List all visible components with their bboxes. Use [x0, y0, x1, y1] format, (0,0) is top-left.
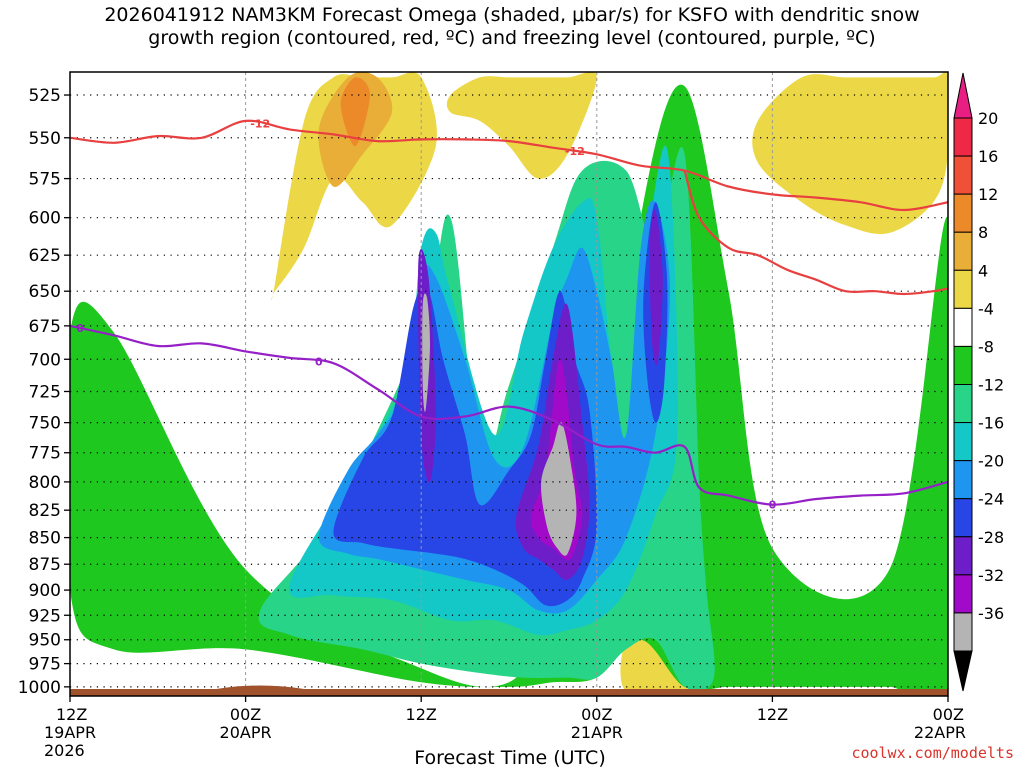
- plot-frame: [69, 71, 949, 697]
- y-tick-label-850: 850: [29, 529, 61, 549]
- x-date-label-0: 19APR: [44, 723, 96, 742]
- colorbar-box-9: [953, 460, 973, 500]
- colorbar-box-8: [953, 422, 973, 462]
- colorbar-box-12: [953, 574, 973, 614]
- colorbar-box-3: [953, 231, 973, 271]
- credit-text: coolwx.com/modelts: [851, 744, 1014, 762]
- x-year-label-0: 2026: [44, 741, 85, 760]
- y-tick-label-900: 900: [29, 581, 61, 601]
- contour-label-3: 0: [315, 355, 323, 368]
- y-tick-label-1000: 1000: [18, 678, 61, 698]
- omega-negative-region-0: [70, 84, 948, 696]
- colorbar-box-11: [953, 536, 973, 576]
- chart-title: 2026041912 NAM3KM Forecast Omega (shaded…: [0, 4, 1024, 50]
- x-axis-label: Forecast Time (UTC): [414, 747, 605, 768]
- colorbar-arrow-bottom: [953, 650, 973, 692]
- axes: 525 550 575 600 625 650 675 700 725 750 775 800 825 8…: [18, 71, 966, 760]
- y-tick-label-975: 975: [29, 655, 61, 675]
- y-tick-label-925: 925: [29, 606, 61, 626]
- y-tick-label-575: 575: [29, 170, 61, 190]
- dendritic-contour-1: [683, 170, 948, 296]
- contours: -12 -12 0 0 0: [70, 118, 948, 512]
- y-tick-label-875: 875: [29, 555, 61, 575]
- freezing-contour-2: [70, 324, 948, 506]
- chart-title-line-2: growth region (contoured, red, ºC) and f…: [148, 27, 876, 49]
- y-tick-label-600: 600: [29, 209, 61, 229]
- colorbar-label-5: -4: [978, 299, 994, 318]
- x-tick-label-24: 12Z: [406, 705, 437, 724]
- colorbar-box-5: [953, 307, 973, 347]
- colorbar-box-2: [953, 193, 973, 233]
- ground-bump: [216, 685, 305, 689]
- colorbar-label-10: -24: [978, 490, 1004, 509]
- contour-label-4: 0: [769, 499, 777, 512]
- omega-shading: [70, 72, 948, 696]
- colorbar-label-2: 12: [978, 185, 998, 204]
- colorbar-label-13: -36: [978, 604, 1004, 623]
- colorbar-box-10: [953, 498, 973, 538]
- contour-label-1: -12: [565, 145, 585, 158]
- omega-negative-region-10: [541, 422, 577, 556]
- x-tick-label-0: 12Z: [56, 705, 87, 724]
- colorbar-box-13: [953, 612, 973, 652]
- omega-negative-region-8: [649, 209, 663, 366]
- y-tick-label-675: 675: [29, 317, 61, 337]
- colorbar-box-7: [953, 384, 973, 424]
- y-tick-label-550: 550: [29, 129, 61, 149]
- colorbar-label-12: -32: [978, 566, 1004, 585]
- y-tick-label-700: 700: [29, 350, 61, 370]
- colorbar-box-0: [953, 117, 973, 157]
- colorbar: 20 16 12 8 4 -4 -8 -12 -16 -20 -24 -28 -32 -36: [953, 72, 1004, 692]
- x-tick-label-60: 00Z: [933, 705, 964, 724]
- y-tick-label-950: 950: [29, 631, 61, 651]
- y-tick-label-625: 625: [29, 246, 61, 266]
- colorbar-label-11: -28: [978, 528, 1004, 547]
- colorbar-label-4: 4: [978, 261, 988, 280]
- contour-label-0: -12: [250, 118, 270, 131]
- colorbar-label-6: -8: [978, 337, 994, 356]
- x-date-label-12: 20APR: [220, 723, 272, 742]
- omega-positive-region-2: [340, 77, 370, 147]
- omega-positive-region-4: [752, 72, 948, 235]
- x-tick-label-12: 00Z: [230, 705, 261, 724]
- omega-positive-region-0: [271, 72, 437, 301]
- colorbar-box-4: [953, 269, 973, 309]
- omega-positive-region-3: [446, 72, 597, 179]
- y-tick-label-775: 775: [29, 444, 61, 464]
- colorbar-label-8: -16: [978, 414, 1004, 433]
- ground-layer: [70, 685, 948, 696]
- y-tick-label-525: 525: [29, 86, 61, 106]
- colorbar-label-0: 20: [978, 109, 998, 128]
- y-tick-label-800: 800: [29, 473, 61, 493]
- x-tick-label-48: 12Z: [757, 705, 788, 724]
- contour-label-2: 0: [76, 322, 84, 335]
- colorbar-box-6: [953, 345, 973, 385]
- colorbar-label-7: -12: [978, 376, 1004, 395]
- x-tick-label-36: 00Z: [581, 705, 612, 724]
- y-tick-label-750: 750: [29, 414, 61, 434]
- x-date-label-60: 22APR: [914, 723, 966, 742]
- colorbar-label-9: -20: [978, 452, 1004, 471]
- x-date-label-36: 21APR: [571, 723, 623, 742]
- y-tick-label-725: 725: [29, 382, 61, 402]
- ground-strip: [70, 689, 948, 696]
- y-tick-label-825: 825: [29, 501, 61, 521]
- colorbar-label-3: 8: [978, 223, 988, 242]
- colorbar-arrow-top: [953, 72, 973, 119]
- chart-title-line-1: 2026041912 NAM3KM Forecast Omega (shaded…: [104, 4, 920, 26]
- colorbar-label-1: 16: [978, 147, 998, 166]
- dendritic-contour-0: [70, 119, 948, 212]
- omega-negative-region-11: [422, 293, 431, 412]
- y-tick-label-650: 650: [29, 282, 61, 302]
- colorbar-box-1: [953, 155, 973, 195]
